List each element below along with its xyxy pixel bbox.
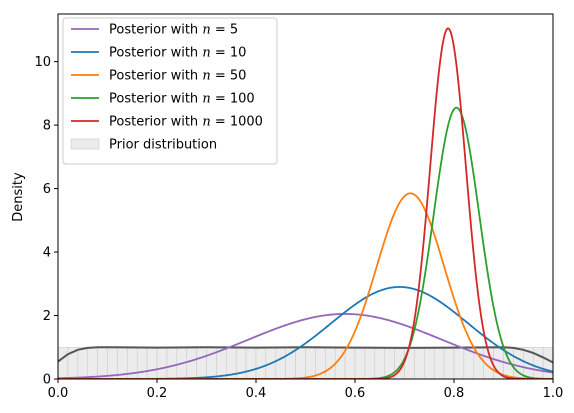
prior-bar (136, 347, 148, 379)
prior-bar (156, 347, 168, 379)
legend-label-prior: Prior distribution (109, 138, 217, 153)
prior-bar (77, 347, 88, 379)
y-tick-label: 6 (43, 182, 51, 197)
prior-bar (414, 347, 425, 379)
posterior-line-n-50 (58, 192, 553, 379)
legend-box (62, 17, 278, 165)
prior-histogram (58, 346, 553, 379)
y-tick-label: 10 (34, 55, 51, 70)
prior-bar (424, 347, 435, 379)
prior-bar (166, 347, 178, 379)
y-tick-label: 0 (43, 373, 51, 388)
y-tick-label: 8 (43, 119, 51, 134)
prior-bar (453, 347, 465, 379)
prior-bar (364, 347, 376, 379)
prior-bar (404, 347, 415, 379)
x-tick-label: 0.4 (246, 386, 267, 401)
prior-bar (354, 347, 366, 379)
legend-swatch-prior (70, 138, 100, 150)
prior-bar (97, 347, 108, 379)
legend-label-n-10: Posterior with n = 10 (109, 46, 246, 61)
posterior-line-n-100 (58, 106, 553, 379)
prior-bar (344, 347, 356, 379)
x-tick-label: 0.8 (444, 386, 465, 401)
prior-bar (374, 347, 385, 379)
posterior-line-n-5 (58, 313, 553, 379)
prior-bar (433, 347, 445, 379)
prior-bar (87, 347, 98, 379)
legend-label-n-100: Posterior with n = 100 (109, 92, 255, 107)
prior-bar (325, 347, 336, 379)
prior-bar (58, 347, 69, 379)
legend-label-n-50: Posterior with n = 50 (109, 69, 246, 84)
legend: Posterior with n = 5 Posterior with n = 1… (62, 17, 278, 165)
legend-label-n-1000: Posterior with n = 1000 (109, 115, 263, 130)
prior-bar (146, 347, 158, 379)
prior-bar (196, 347, 207, 379)
y-axis-label: Density (11, 172, 26, 222)
prior-bar (186, 347, 197, 379)
prior-bar (542, 347, 553, 379)
plot-frame (57, 13, 554, 380)
x-tick-label: 0.2 (147, 386, 168, 401)
x-tick-label: 1.0 (543, 386, 564, 401)
prior-bar (532, 347, 544, 379)
prior-bar (443, 347, 455, 379)
y-tick-label: 4 (43, 246, 51, 261)
y-tick-label: 2 (43, 309, 51, 324)
prior-bar (255, 347, 267, 379)
prior-kde-line (58, 346, 553, 364)
prior-bar (305, 347, 316, 379)
x-tick-label: 0.0 (48, 386, 69, 401)
prior-bar (295, 347, 306, 379)
prior-bar (245, 347, 257, 379)
axes: 0.0 0.2 0.4 0.6 0.8 1.0 0 2 4 6 8 10 (34, 13, 564, 401)
legend-label-n-5: Posterior with n = 5 (109, 23, 238, 38)
x-tick-label: 0.6 (345, 386, 366, 401)
prior-bar (275, 347, 286, 379)
posterior-line-n-1000 (58, 27, 553, 379)
